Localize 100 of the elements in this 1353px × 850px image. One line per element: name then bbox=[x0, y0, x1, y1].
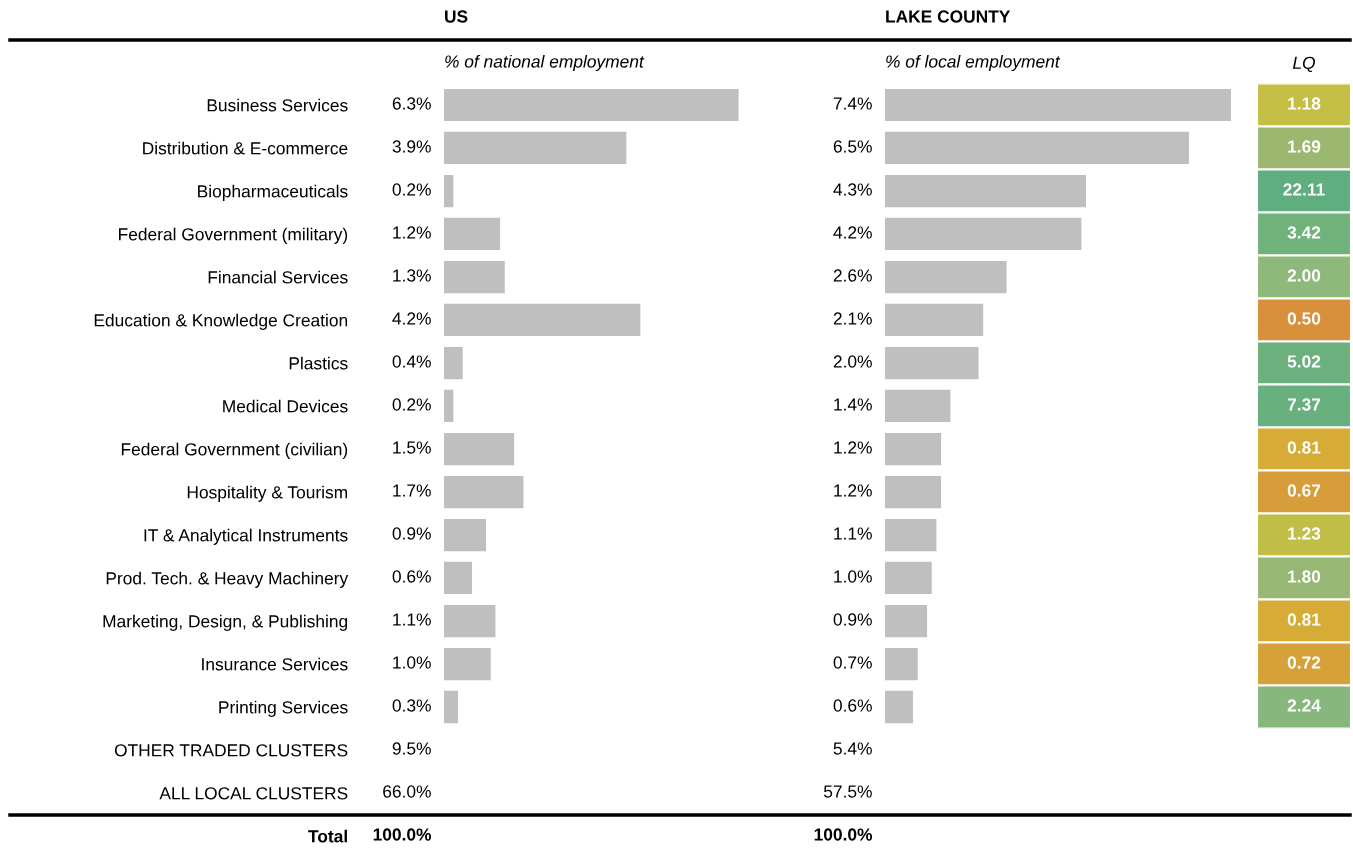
bar bbox=[444, 432, 515, 466]
bar bbox=[885, 647, 918, 681]
chart-title: LAKE COUNTY bbox=[886, 10, 1011, 23]
bar bbox=[885, 260, 1007, 294]
text: 100.0% bbox=[373, 828, 432, 841]
chart-title: US bbox=[445, 10, 468, 23]
y-tick-label: OTHER TRADED CLUSTERS bbox=[114, 744, 348, 757]
data-label: 1.5% bbox=[393, 441, 431, 454]
data-label: 2.6% bbox=[833, 269, 872, 282]
bar bbox=[444, 604, 496, 638]
data-label: 0.81 bbox=[1287, 613, 1321, 626]
data-label: 0.2% bbox=[392, 183, 431, 196]
bar bbox=[444, 131, 627, 165]
y-tick-label: ALL LOCAL CLUSTERS bbox=[159, 787, 348, 800]
x-tick-label: LQ bbox=[1292, 56, 1316, 73]
y-tick-label: Federal Government (civilian) bbox=[121, 442, 348, 459]
y-tick-label: Plastics bbox=[289, 356, 348, 370]
data-label: 1.2% bbox=[834, 441, 872, 454]
y-tick-label: Prod. Tech. & Heavy Machinery bbox=[106, 571, 349, 588]
bar bbox=[885, 604, 928, 638]
chart-subtitle: % of national employment bbox=[445, 54, 645, 72]
data-label: 1.7% bbox=[393, 484, 431, 497]
bar bbox=[885, 217, 1082, 251]
data-label: 2.0% bbox=[833, 355, 872, 368]
data-label: 0.9% bbox=[833, 613, 872, 626]
text: 57.5% bbox=[823, 785, 872, 798]
data-label: 0.6% bbox=[392, 570, 431, 583]
bar bbox=[885, 174, 1087, 208]
bar bbox=[444, 518, 487, 552]
bar bbox=[444, 389, 454, 423]
data-label: 1.23 bbox=[1288, 527, 1321, 540]
bar bbox=[885, 303, 984, 337]
data-label: 3.9% bbox=[392, 140, 431, 153]
data-label: 1.2% bbox=[834, 484, 872, 497]
bar bbox=[444, 690, 459, 724]
bar bbox=[885, 88, 1231, 122]
data-label: 0.4% bbox=[392, 355, 431, 368]
data-label: 1.69 bbox=[1288, 140, 1321, 153]
text: 9.5% bbox=[392, 742, 431, 755]
y-tick-label: Marketing, Design, & Publishing bbox=[103, 614, 348, 631]
data-label: 1.0% bbox=[393, 656, 431, 669]
data-label: 1.0% bbox=[834, 570, 872, 583]
text: 5.4% bbox=[833, 742, 872, 755]
bar bbox=[885, 346, 979, 380]
chart-subtitle: % of local employment bbox=[886, 54, 1061, 72]
data-label: 4.2% bbox=[833, 226, 872, 239]
data-label: 2.00 bbox=[1287, 269, 1321, 282]
bar bbox=[885, 561, 932, 595]
y-tick-label: IT & Analytical Instruments bbox=[144, 528, 348, 545]
bar bbox=[444, 260, 505, 294]
data-label: 0.67 bbox=[1287, 484, 1321, 497]
data-label: 0.72 bbox=[1287, 656, 1321, 669]
data-label: 22.11 bbox=[1283, 183, 1325, 196]
bar bbox=[885, 690, 914, 724]
data-label: 0.50 bbox=[1287, 312, 1321, 325]
y-tick-label: Hospitality & Tourism bbox=[187, 485, 348, 502]
data-label: 0.2% bbox=[392, 398, 431, 411]
data-label: 4.3% bbox=[833, 183, 872, 196]
bar bbox=[885, 432, 942, 466]
data-label: 7.37 bbox=[1287, 398, 1321, 411]
bar bbox=[444, 475, 524, 509]
y-tick-label: Printing Services bbox=[219, 700, 348, 717]
bar bbox=[444, 346, 463, 380]
bar bbox=[444, 303, 641, 337]
data-label: 1.2% bbox=[393, 226, 431, 239]
bar bbox=[444, 217, 501, 251]
data-label: 5.02 bbox=[1287, 355, 1321, 368]
data-label: 6.3% bbox=[392, 97, 431, 110]
data-label: 3.42 bbox=[1287, 226, 1321, 239]
y-tick-label: Distribution & E-commerce bbox=[143, 141, 348, 155]
y-tick-label: Education & Knowledge Creation bbox=[94, 313, 348, 330]
data-label: 7.4% bbox=[833, 97, 872, 110]
bar bbox=[885, 131, 1189, 165]
data-label: 0.3% bbox=[392, 699, 431, 712]
bar bbox=[885, 475, 942, 509]
data-label: 6.5% bbox=[833, 140, 872, 153]
text: 100.0% bbox=[814, 828, 873, 841]
data-label: 2.24 bbox=[1287, 699, 1321, 712]
bar bbox=[444, 174, 454, 208]
y-tick-label: Insurance Services bbox=[202, 657, 348, 671]
data-label: 0.81 bbox=[1287, 441, 1321, 454]
data-label: 0.6% bbox=[833, 699, 872, 712]
y-tick-label: Business Services bbox=[207, 98, 348, 112]
data-label: 2.1% bbox=[833, 312, 872, 325]
data-label: 0.7% bbox=[833, 656, 872, 669]
data-label: 1.1% bbox=[393, 613, 431, 626]
bar bbox=[444, 88, 739, 122]
bar bbox=[885, 389, 951, 423]
bar bbox=[444, 647, 491, 681]
data-label: 1.3% bbox=[393, 269, 431, 282]
data-label: 1.80 bbox=[1288, 570, 1321, 583]
y-tick-label: Total bbox=[308, 829, 347, 843]
data-label: 1.1% bbox=[834, 527, 872, 540]
bar bbox=[444, 561, 473, 595]
y-tick-label: Financial Services bbox=[208, 270, 348, 284]
data-label: 1.18 bbox=[1288, 97, 1321, 110]
y-tick-label: Biopharmaceuticals bbox=[198, 184, 348, 201]
bar bbox=[885, 518, 937, 552]
text: 66.0% bbox=[383, 785, 431, 798]
y-tick-label: Medical Devices bbox=[223, 399, 348, 413]
